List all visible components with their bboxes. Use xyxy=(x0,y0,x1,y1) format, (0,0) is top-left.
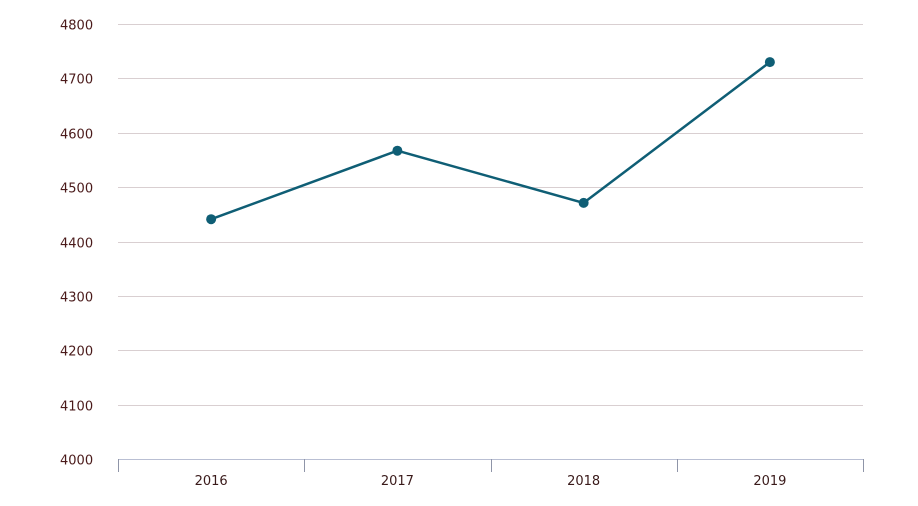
y-tick-label: 4200 xyxy=(60,345,93,360)
gridlines xyxy=(118,24,863,406)
y-tick-label: 4800 xyxy=(60,19,93,34)
data-point[interactable] xyxy=(578,197,589,208)
data-point[interactable] xyxy=(206,214,217,225)
x-tick-label: 2017 xyxy=(381,474,414,489)
x-tick-label: 2019 xyxy=(753,474,786,489)
data-point[interactable] xyxy=(392,145,403,156)
y-tick-label: 4300 xyxy=(60,291,93,306)
y-tick-label: 4700 xyxy=(60,73,93,88)
y-tick-label: 4500 xyxy=(60,182,93,197)
data-point[interactable] xyxy=(764,57,775,68)
y-axis: 4000 4100 4200 4300 4400 4500 4600 4700 4800 xyxy=(60,19,93,469)
y-tick-label: 4400 xyxy=(60,237,93,252)
x-tick-label: 2016 xyxy=(195,474,228,489)
y-tick-label: 4600 xyxy=(60,128,93,143)
series-line xyxy=(210,61,771,221)
x-axis: 2016 2017 2018 2019 xyxy=(118,459,864,489)
data-points xyxy=(206,57,775,225)
y-tick-label: 4000 xyxy=(60,454,93,469)
x-tick-label: 2018 xyxy=(567,474,600,489)
series-line-path xyxy=(210,61,771,221)
y-tick-label: 4100 xyxy=(60,400,93,415)
